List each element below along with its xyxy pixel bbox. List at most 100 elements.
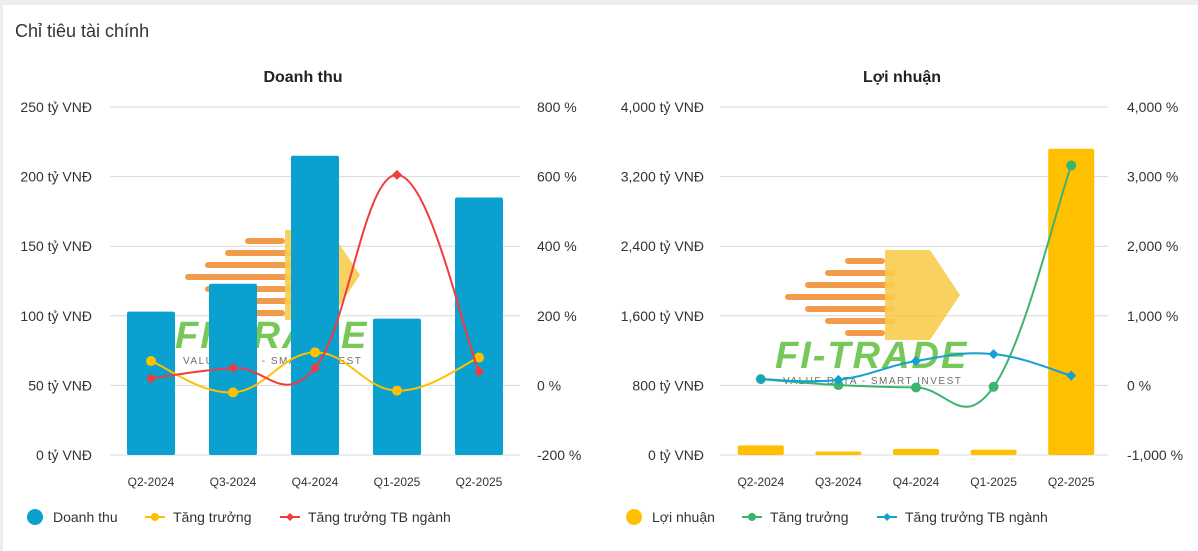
- point-growth-Q1-2025[interactable]: [392, 385, 402, 396]
- right-tick-label: 0 %: [1127, 377, 1151, 393]
- legend-label: Lợi nhuận: [652, 509, 715, 525]
- point-growth-Q4-2024[interactable]: [310, 347, 320, 358]
- chart-title: Lợi nhuận: [863, 69, 941, 86]
- line-industry-growth: [150, 173, 480, 386]
- left-tick-label: 1,600 tỷ VNĐ: [621, 308, 704, 324]
- logo-brand-text: FI-TRADE: [175, 315, 368, 357]
- point-growth-Q2-2025[interactable]: [474, 352, 484, 363]
- x-tick-label: Q1-2025: [970, 475, 1017, 489]
- x-tick-label: Q4-2024: [292, 475, 339, 489]
- bar-Q2-2025[interactable]: [455, 197, 503, 456]
- logo-stripe: [845, 258, 885, 264]
- logo-stripe: [805, 306, 895, 312]
- legend-label: Tăng trưởng: [770, 509, 848, 525]
- x-tick-label: Q2-2024: [128, 475, 175, 489]
- bar-Q4-2024[interactable]: [291, 155, 339, 455]
- legend-item[interactable]: Tăng trưởng TB ngành: [280, 509, 451, 525]
- left-tick-label: 250 tỷ VNĐ: [20, 99, 92, 115]
- right-tick-label: 400 %: [537, 238, 577, 254]
- point-industry-growth-Q2-2024[interactable]: [146, 373, 156, 384]
- point-industry-growth-Q2-2025[interactable]: [474, 366, 484, 377]
- page-title: Chỉ tiêu tài chính: [15, 21, 150, 41]
- chart-title: Doanh thu: [263, 69, 342, 86]
- legend-swatch: [626, 509, 642, 525]
- left-tick-label: 4,000 tỷ VNĐ: [621, 99, 704, 115]
- point-growth-Q4-2024[interactable]: [911, 382, 921, 393]
- logo-stripe: [785, 294, 895, 300]
- logo-brand-text: FI-TRADE: [775, 335, 968, 377]
- logo-stripe: [245, 238, 285, 244]
- legend-item[interactable]: Doanh thu: [27, 509, 118, 525]
- logo-stripe: [805, 282, 895, 288]
- chart-revenue: Doanh thu 0 tỷ VNĐ 50 tỷ VNĐ 100 tỷ VNĐ 150 …: [20, 69, 581, 525]
- legend-swatch: [151, 513, 159, 521]
- point-industry-growth-Q1-2025[interactable]: [988, 349, 999, 360]
- point-industry-growth-Q4-2024[interactable]: [310, 363, 320, 373]
- logo-tagline-text: VALUE DATA - SMART INVEST: [783, 376, 962, 387]
- logo-stripe: [825, 318, 895, 324]
- logo-stripe: [205, 262, 295, 268]
- legend-item[interactable]: Tăng trưởng: [742, 509, 848, 525]
- left-tick-label: 0 tỷ VNĐ: [36, 447, 92, 463]
- legend-swatch: [27, 509, 43, 525]
- legend-item[interactable]: Tăng trưởng TB ngành: [877, 509, 1048, 525]
- legend-label: Tăng trưởng TB ngành: [905, 509, 1048, 525]
- x-tick-label: Q3-2024: [815, 475, 862, 489]
- point-growth-Q2-2024[interactable]: [146, 356, 156, 367]
- legend-label: Doanh thu: [53, 509, 118, 525]
- point-industry-growth-Q2-2025[interactable]: [1066, 370, 1077, 381]
- left-tick-label: 50 tỷ VNĐ: [28, 377, 92, 393]
- legend-swatch: [748, 513, 756, 521]
- line-growth: [760, 165, 1073, 408]
- legend-swatch: [286, 513, 294, 521]
- legend-item[interactable]: Tăng trưởng: [145, 509, 251, 525]
- x-tick-label: Q2-2025: [1048, 475, 1095, 489]
- point-growth-Q2-2025[interactable]: [1066, 160, 1077, 171]
- x-tick-label: Q3-2024: [210, 475, 257, 489]
- legend-label: Tăng trưởng: [173, 509, 251, 525]
- legend: Doanh thu Tăng trưởng Tăng trưởng TB ngành: [27, 509, 451, 525]
- point-industry-growth-Q2-2024[interactable]: [755, 374, 766, 385]
- point-industry-growth-Q1-2025[interactable]: [392, 169, 402, 180]
- right-tick-label: 2,000 %: [1127, 238, 1178, 254]
- logo-tagline-text: VALUE DATA - SMART INVEST: [183, 356, 362, 367]
- right-tick-label: -1,000 %: [1127, 447, 1183, 463]
- right-tick-label: -200 %: [537, 447, 581, 463]
- logo-stripe: [845, 330, 885, 336]
- bar-Q1-2025[interactable]: [970, 449, 1017, 455]
- right-tick-label: 0 %: [537, 377, 561, 393]
- logo-stripe: [185, 274, 295, 280]
- legend-item[interactable]: Lợi nhuận: [626, 509, 715, 525]
- point-industry-growth-Q3-2024[interactable]: [833, 374, 844, 385]
- logo-stripe: [225, 250, 295, 256]
- left-tick-label: 200 tỷ VNĐ: [20, 169, 92, 185]
- left-tick-label: 0 tỷ VNĐ: [648, 447, 704, 463]
- bar-Q2-2024[interactable]: [737, 445, 784, 455]
- right-tick-label: 4,000 %: [1127, 99, 1178, 115]
- legend-swatch: [883, 513, 891, 521]
- right-tick-label: 800 %: [537, 99, 577, 115]
- x-tick-label: Q2-2024: [737, 475, 784, 489]
- left-tick-label: 800 tỷ VNĐ: [632, 377, 704, 393]
- point-growth-Q3-2024[interactable]: [228, 387, 238, 398]
- logo-stripe: [825, 270, 895, 276]
- point-growth-Q1-2025[interactable]: [988, 381, 999, 392]
- bar-Q2-2025[interactable]: [1048, 148, 1095, 455]
- left-tick-label: 2,400 tỷ VNĐ: [621, 238, 704, 254]
- point-growth-Q3-2024[interactable]: [833, 380, 844, 391]
- point-industry-growth-Q4-2024[interactable]: [911, 356, 921, 367]
- legend-label: Tăng trưởng TB ngành: [308, 509, 451, 525]
- legend: Lợi nhuận Tăng trưởng Tăng trưởng TB ngành: [626, 509, 1048, 525]
- x-tick-label: Q2-2025: [456, 475, 503, 489]
- x-tick-label: Q1-2025: [374, 475, 421, 489]
- left-tick-label: 150 tỷ VNĐ: [20, 238, 92, 254]
- right-tick-label: 600 %: [537, 169, 577, 185]
- point-industry-growth-Q3-2024[interactable]: [228, 363, 238, 373]
- bar-Q3-2024[interactable]: [815, 451, 862, 455]
- chart-profit: Lợi nhuận 0 tỷ VNĐ 800 tỷ VNĐ 1,600 tỷ VNĐ 2…: [621, 69, 1183, 525]
- bar-Q4-2024[interactable]: [893, 448, 939, 455]
- left-tick-label: 3,200 tỷ VNĐ: [621, 169, 704, 185]
